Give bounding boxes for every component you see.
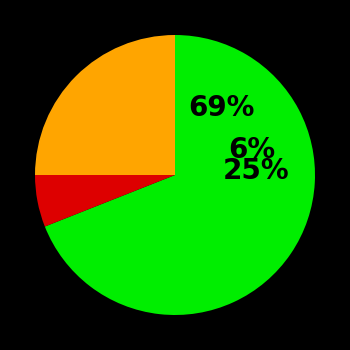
Text: 25%: 25% [223, 158, 289, 186]
Wedge shape [35, 175, 175, 226]
Text: 69%: 69% [188, 94, 254, 122]
Wedge shape [35, 35, 175, 175]
Text: 6%: 6% [229, 136, 276, 164]
Wedge shape [45, 35, 315, 315]
